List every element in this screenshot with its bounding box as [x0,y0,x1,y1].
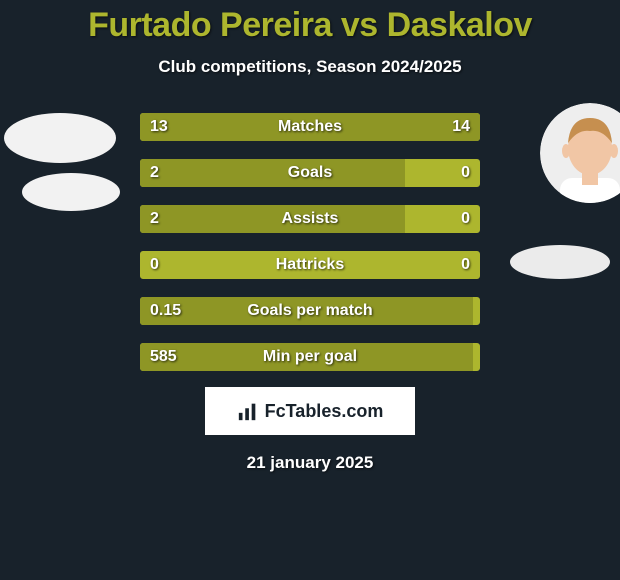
player-left-avatar [4,113,116,163]
stat-value-left: 2 [150,159,159,187]
stat-label: Hattricks [140,251,480,279]
player-right-avatar [540,103,620,203]
stat-value-left: 2 [150,205,159,233]
stat-value-left: 13 [150,113,168,141]
stat-value-right: 0 [461,205,470,233]
stat-value-left: 0.15 [150,297,181,325]
stat-label: Min per goal [140,343,480,371]
stat-row: Assists2 0 [140,205,480,233]
stat-label: Assists [140,205,480,233]
page-title: Furtado Pereira vs Daskalov [0,0,620,45]
stat-value-left: 585 [150,343,177,371]
content: Furtado Pereira vs Daskalov Club competi… [0,0,620,580]
date-label: 21 january 2025 [0,453,620,473]
stat-label: Matches [140,113,480,141]
stat-row: Min per goal585 [140,343,480,371]
comparison-bars: Matches1314Goals20Assists20Hattricks00Go… [140,113,480,389]
stat-row: Goals2 0 [140,159,480,187]
brand-logo-icon [237,400,259,422]
stat-row: Hattricks0 0 [140,251,480,279]
stat-label: Goals [140,159,480,187]
stat-value-right: 0 [461,159,470,187]
stat-value-right: 0 [461,251,470,279]
brand-badge: FcTables.com [205,387,415,435]
stat-label: Goals per match [140,297,480,325]
stat-value-left: 0 [150,251,159,279]
stats-area: Matches1314Goals20Assists20Hattricks00Go… [0,113,620,373]
brand-text: FcTables.com [265,401,384,422]
player-right-club-badge [510,245,610,279]
stat-value-right: 14 [452,113,470,141]
stat-row: Matches13 14 [140,113,480,141]
avatar-face-icon [540,103,620,203]
player-left-club-badge [22,173,120,211]
stat-row: Goals per match0.15 [140,297,480,325]
subtitle: Club competitions, Season 2024/2025 [0,57,620,77]
